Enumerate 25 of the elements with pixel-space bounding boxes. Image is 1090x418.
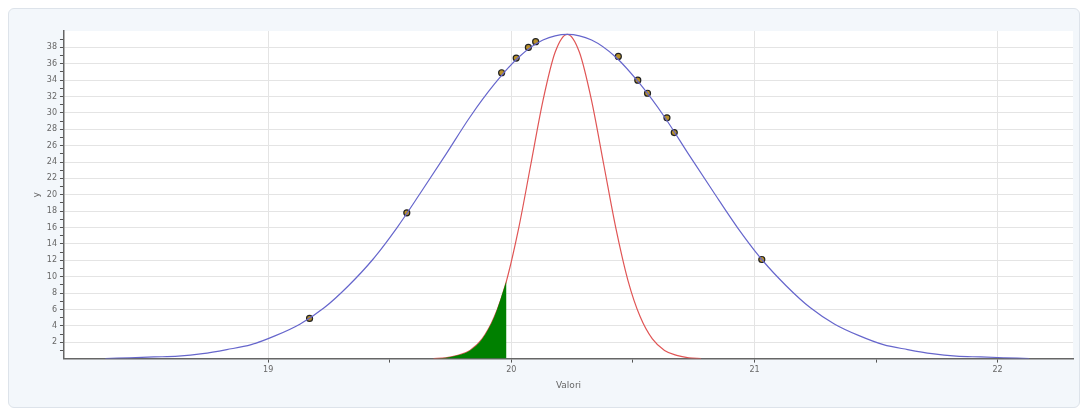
- y-tick-label: 4: [51, 320, 57, 330]
- y-tick-label: 8: [51, 288, 57, 298]
- y-tick-label: 18: [46, 206, 57, 216]
- y-tick-label: 6: [51, 304, 57, 314]
- y-tick-label: 20: [46, 189, 57, 199]
- y-tick-label: 34: [46, 75, 57, 85]
- x-tick-label: 22: [992, 365, 1003, 375]
- x-tick-label: 20: [506, 365, 517, 375]
- x-tick-label: 19: [263, 365, 274, 375]
- x-axis-title: Valori: [555, 379, 582, 390]
- y-tick-label: 30: [46, 107, 57, 117]
- y-tick-label: 16: [46, 222, 57, 232]
- y-tick-label: 26: [46, 140, 57, 150]
- y-tick-label: 12: [46, 255, 57, 265]
- x-tick-label: 21: [749, 365, 760, 375]
- y-tick-label: 24: [46, 157, 57, 167]
- y-tick-label: 22: [46, 173, 57, 183]
- y-tick-label: 38: [46, 42, 57, 52]
- y-tick-label: 28: [46, 124, 57, 134]
- y-tick-label: 32: [46, 91, 57, 101]
- y-axis-title: y: [30, 191, 41, 198]
- y-tick-label: 14: [46, 239, 57, 249]
- y-tick-label: 36: [46, 58, 57, 68]
- y-tick-label: 2: [51, 337, 57, 347]
- y-tick-label: 10: [46, 271, 57, 281]
